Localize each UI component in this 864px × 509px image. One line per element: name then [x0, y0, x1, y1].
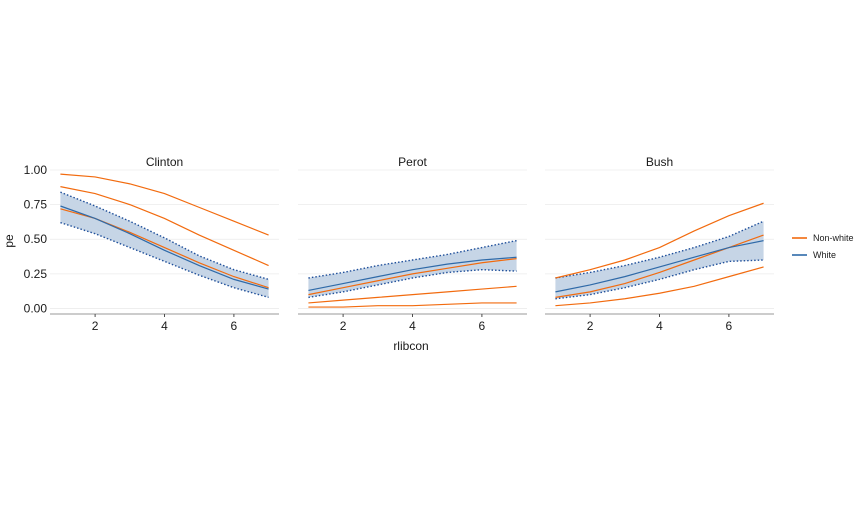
panel-title-clinton: Clinton — [146, 155, 183, 169]
nonwhite-ci-upper — [555, 202, 764, 279]
white-mean-line — [555, 240, 764, 293]
white-mean-line — [308, 256, 517, 292]
legend-label-non-white: Non-white — [813, 233, 854, 243]
x-tick-label: 2 — [92, 319, 99, 333]
y-tick-label: 0.75 — [24, 198, 48, 212]
panel-title-perot: Perot — [398, 155, 427, 169]
x-axis-title: rlibcon — [393, 339, 428, 353]
nonwhite-ci-upper — [308, 258, 517, 296]
x-tick-label: 6 — [231, 319, 238, 333]
x-tick-label: 4 — [161, 319, 168, 333]
x-tick-label: 6 — [479, 319, 486, 333]
white-ci-band — [308, 240, 517, 298]
y-tick-label: 0.50 — [24, 232, 48, 246]
white-ci-lower — [60, 221, 269, 299]
nonwhite-mean-line — [60, 186, 269, 267]
white-ci-band — [555, 221, 764, 299]
y-tick-label: 0.00 — [24, 301, 48, 315]
y-axis-title: pe — [2, 234, 16, 248]
panel-bush: Bush 2 4 6 — [545, 155, 774, 333]
x-tick-label: 2 — [340, 319, 347, 333]
x-tick-label: 4 — [656, 319, 663, 333]
nonwhite-mean-line — [308, 285, 517, 304]
nonwhite-ci-lower — [308, 302, 517, 308]
panel-clinton: Clinton 2 4 6 0.00 0.25 0.50 0.75 1.00 — [24, 155, 279, 333]
x-tick-label: 6 — [726, 319, 733, 333]
white-ci-lower — [308, 268, 517, 299]
legend-label-white: White — [813, 250, 836, 260]
panel-perot: Perot 2 4 6 — [298, 155, 527, 333]
white-ci-upper — [308, 239, 517, 279]
white-ci-upper — [555, 220, 764, 279]
nonwhite-ci-lower — [555, 266, 764, 307]
nonwhite-ci-upper — [60, 173, 269, 236]
white-ci-band — [60, 192, 269, 298]
y-tick-label: 1.00 — [24, 163, 48, 177]
x-tick-label: 4 — [409, 319, 416, 333]
panel-title-bush: Bush — [646, 155, 673, 169]
white-mean-line — [60, 205, 269, 290]
y-tick-label: 0.25 — [24, 267, 48, 281]
white-ci-lower — [555, 259, 764, 300]
legend: Non-white White — [792, 233, 854, 260]
white-ci-upper — [60, 191, 269, 281]
x-tick-label: 2 — [587, 319, 594, 333]
